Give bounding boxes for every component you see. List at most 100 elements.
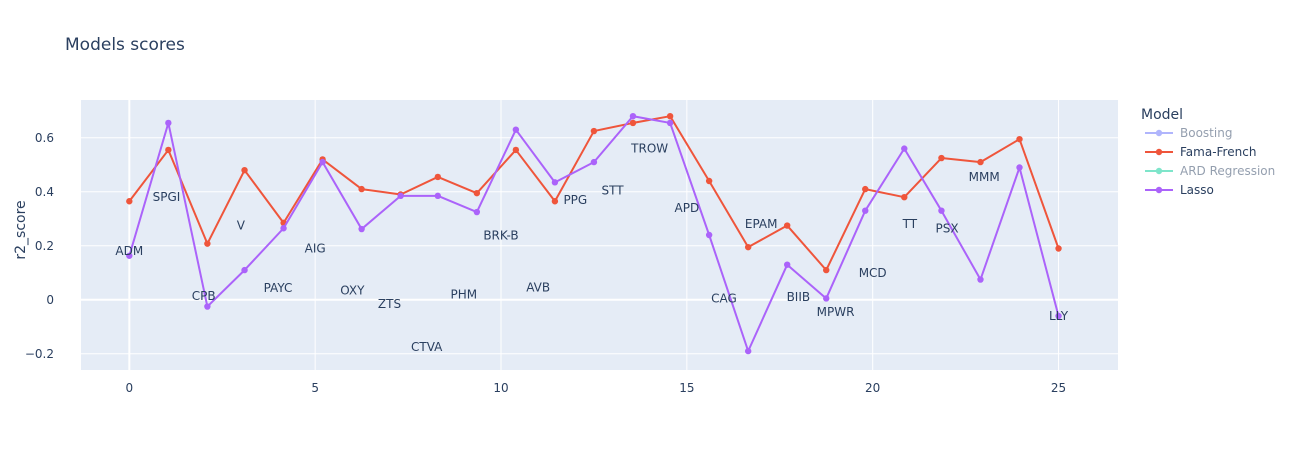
data-point[interactable] [862, 185, 869, 193]
data-point[interactable] [204, 303, 211, 310]
y-axis-tick-labels: −0.2 0 0.2 0.4 0.6 [25, 131, 54, 361]
legend-item-fama-french[interactable]: Fama-French [1145, 145, 1256, 159]
data-point[interactable] [165, 146, 172, 154]
data-point[interactable] [823, 295, 830, 302]
data-point[interactable] [512, 146, 520, 154]
data-point[interactable] [901, 145, 908, 152]
data-point[interactable] [862, 207, 869, 214]
data-point[interactable] [705, 231, 713, 239]
data-point[interactable] [1055, 312, 1062, 320]
chart-title: Models scores [65, 35, 185, 55]
data-point[interactable] [551, 198, 559, 205]
data-point[interactable] [434, 192, 442, 200]
data-point[interactable] [512, 126, 520, 133]
x-axis-tick-labels: 0 5 10 15 20 25 [125, 381, 1066, 395]
x-tick-label: 20 [865, 381, 880, 395]
data-point[interactable] [165, 119, 172, 127]
data-point[interactable] [204, 240, 211, 247]
x-tick-label: 25 [1051, 381, 1066, 395]
point-annotation: BRK-B [483, 229, 518, 243]
data-point[interactable] [784, 222, 791, 229]
point-annotation: PHM [451, 287, 478, 301]
legend-marker-swatch [1155, 167, 1163, 175]
point-annotation: MPWR [817, 305, 855, 319]
legend-label: Boosting [1180, 126, 1232, 140]
series-fama-french [126, 113, 1062, 274]
point-annotation: ZTS [378, 297, 401, 311]
data-point[interactable] [358, 185, 365, 193]
point-annotation: STT [601, 183, 624, 197]
point-annotation: ADM [115, 244, 143, 258]
data-point[interactable] [241, 167, 248, 174]
x-tick-label: 10 [493, 381, 508, 395]
data-point[interactable] [473, 189, 481, 197]
data-point[interactable] [901, 194, 908, 201]
y-tick-label: 0.2 [35, 239, 54, 253]
data-point[interactable] [358, 225, 365, 233]
data-point[interactable] [126, 198, 133, 205]
point-annotation: OXY [340, 283, 365, 297]
data-point[interactable] [938, 207, 945, 214]
legend-title: Model [1141, 107, 1183, 123]
data-point[interactable] [977, 158, 984, 166]
legend-marker-swatch [1155, 148, 1163, 156]
legend-item-ard-regression[interactable]: ARD Regression [1145, 164, 1275, 178]
data-point[interactable] [280, 225, 287, 232]
data-point[interactable] [590, 158, 598, 166]
data-point[interactable] [823, 266, 830, 274]
y-tick-label: 0 [46, 293, 54, 307]
series-lasso [126, 113, 1062, 355]
legend-label: Fama-French [1180, 145, 1256, 159]
legend-marker-swatch [1155, 186, 1163, 194]
data-point[interactable] [784, 261, 791, 268]
data-point[interactable] [938, 154, 945, 162]
point-annotation: EPAM [745, 217, 778, 231]
x-tick-label: 5 [311, 381, 319, 395]
data-point[interactable] [1055, 245, 1062, 252]
data-point[interactable] [241, 266, 248, 274]
data-point[interactable] [473, 208, 481, 216]
point-annotation: MCD [859, 266, 887, 280]
point-annotation: BIIB [787, 290, 811, 304]
legend-marker-swatch [1155, 129, 1163, 137]
data-point[interactable] [666, 113, 674, 120]
data-point[interactable] [629, 113, 637, 120]
point-annotation: AIG [305, 242, 326, 256]
data-point[interactable] [126, 252, 133, 259]
legend-label: Lasso [1180, 183, 1214, 197]
point-annotation: V [237, 219, 246, 233]
point-annotation: PSX [935, 221, 958, 235]
data-point[interactable] [1016, 135, 1023, 143]
point-annotation: APD [675, 201, 700, 215]
point-annotation: PAYC [264, 281, 293, 295]
point-annotation: SPGI [153, 190, 181, 204]
y-gridlines [81, 137, 1118, 355]
data-point[interactable] [977, 276, 984, 283]
data-point[interactable] [551, 179, 559, 186]
data-point[interactable] [1016, 164, 1023, 171]
y-tick-label: −0.2 [25, 347, 54, 361]
legend-label: ARD Regression [1180, 164, 1275, 178]
legend: Model Boosting Fama-French ARD Regression L… [1141, 107, 1275, 197]
legend-item-boosting[interactable]: Boosting [1145, 126, 1232, 140]
y-tick-label: 0.4 [35, 185, 54, 199]
plot-background[interactable] [81, 100, 1118, 370]
data-point[interactable] [397, 192, 404, 200]
data-point[interactable] [319, 158, 326, 166]
data-point[interactable] [590, 127, 598, 135]
data-point[interactable] [744, 243, 752, 251]
data-point[interactable] [705, 177, 713, 185]
point-annotation: LLY [1049, 309, 1069, 323]
data-point[interactable] [744, 347, 752, 355]
point-annotation: CAG [711, 291, 737, 305]
data-point[interactable] [629, 119, 637, 127]
data-point[interactable] [434, 173, 442, 181]
x-tick-label: 0 [125, 381, 133, 395]
point-annotation: AVB [526, 281, 550, 295]
x-tick-label: 15 [679, 381, 694, 395]
annotation-layer: ADM SPGI CPB V PAYC AIG OXY ZTS CTVA PHM BRK-B AVB P… [115, 142, 1068, 354]
point-annotation: PPG [563, 193, 587, 207]
legend-item-lasso[interactable]: Lasso [1145, 183, 1214, 197]
data-point[interactable] [666, 119, 674, 127]
